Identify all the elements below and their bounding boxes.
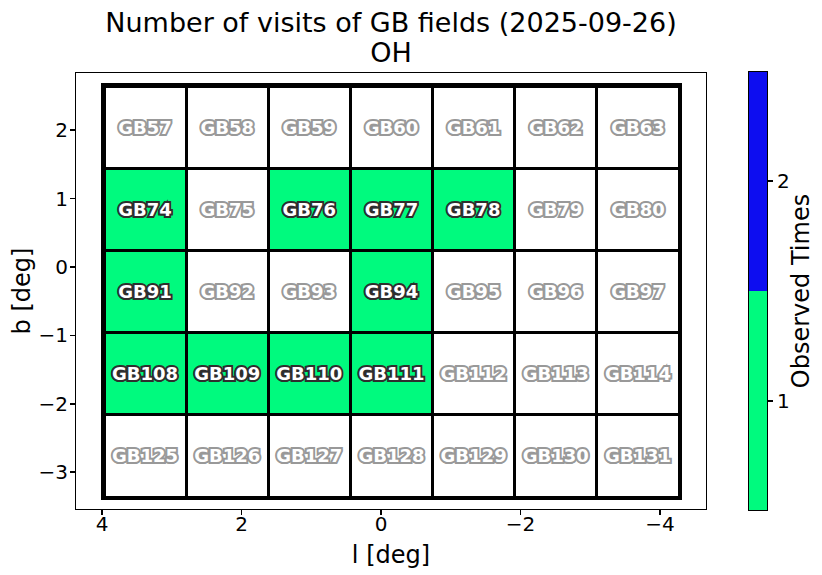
chart-subtitle: OH [75, 38, 707, 68]
colorbar-segment [749, 72, 767, 291]
x-tick-label: −4 [645, 512, 674, 536]
x-tick-label: 2 [235, 512, 248, 536]
x-tick-label: −2 [506, 512, 535, 536]
y-tick-mark [70, 335, 75, 337]
colorbar-tick-mark [767, 400, 773, 402]
y-tick-label: 1 [8, 187, 68, 211]
y-tick-mark [70, 198, 75, 200]
y-tick-label: −2 [8, 392, 68, 416]
y-tick-mark [70, 471, 75, 473]
y-tick-mark [70, 403, 75, 405]
colorbar-tick-mark [767, 180, 773, 182]
y-tick-mark [70, 129, 75, 131]
y-tick-label: 2 [8, 118, 68, 142]
x-tick-label: 4 [96, 512, 109, 536]
y-tick-label: −3 [8, 460, 68, 484]
x-axis-label: l [deg] [75, 541, 707, 569]
colorbar [748, 71, 768, 511]
x-tick-label: 0 [375, 512, 388, 536]
grid-outline [101, 83, 682, 500]
colorbar-segment [749, 291, 767, 510]
y-axis-label: b [deg] [8, 248, 36, 335]
y-tick-mark [70, 266, 75, 268]
colorbar-tick-label: 2 [777, 169, 790, 193]
chart-title: Number of visits of GB fields (2025-09-2… [75, 8, 707, 38]
colorbar-label: Observed Times [787, 194, 815, 388]
colorbar-tick-label: 1 [777, 389, 790, 413]
figure: Number of visits of GB fields (2025-09-2… [0, 0, 822, 575]
